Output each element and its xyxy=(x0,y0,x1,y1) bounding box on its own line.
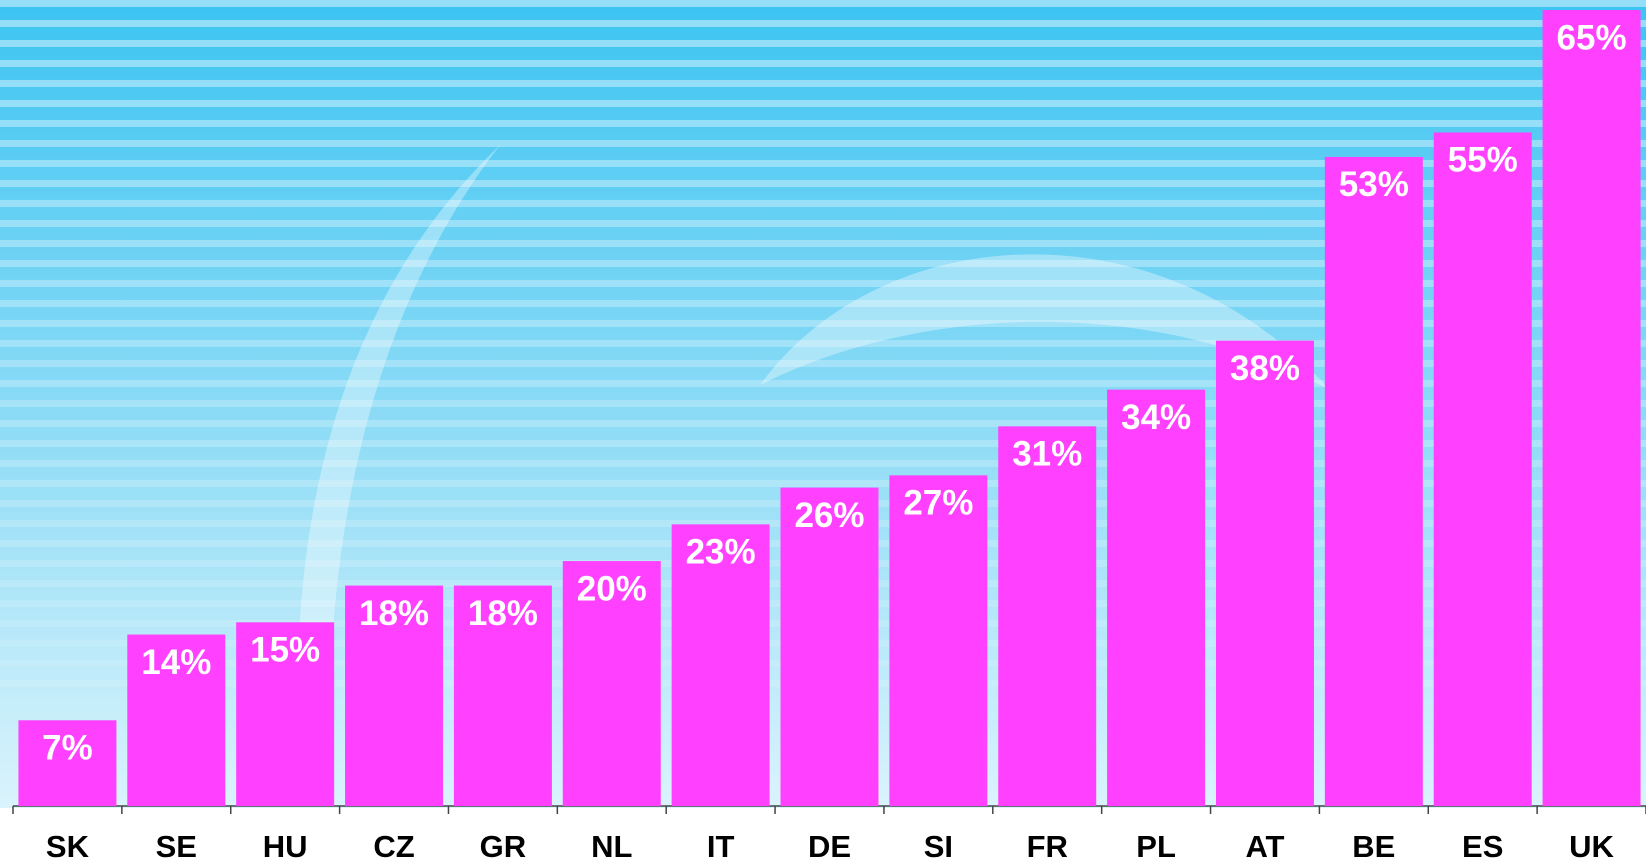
x-tick-label: SI xyxy=(924,829,953,864)
value-label: 18% xyxy=(359,594,429,633)
x-tick-label: CZ xyxy=(373,829,414,864)
bar xyxy=(998,426,1097,806)
value-label: 20% xyxy=(577,569,647,608)
value-label: 34% xyxy=(1121,398,1191,437)
bar xyxy=(18,720,117,806)
value-label: 55% xyxy=(1448,141,1518,180)
bar xyxy=(345,585,444,806)
x-tick-label: AT xyxy=(1245,829,1284,864)
bar xyxy=(671,524,770,806)
value-label: 14% xyxy=(141,643,211,682)
bar xyxy=(1107,389,1206,806)
x-tick-label: ES xyxy=(1462,829,1503,864)
value-label: 7% xyxy=(42,729,93,768)
bar xyxy=(236,622,335,806)
x-tick-label: SK xyxy=(46,829,90,864)
value-label: 23% xyxy=(686,533,756,572)
axis-area xyxy=(0,808,1646,866)
x-tick-label: IT xyxy=(707,829,735,864)
x-tick-label: NL xyxy=(591,829,632,864)
bar xyxy=(889,475,988,806)
value-label: 26% xyxy=(794,496,864,535)
swoosh xyxy=(760,254,1330,390)
x-tick-label: GR xyxy=(480,829,527,864)
value-label: 38% xyxy=(1230,349,1300,388)
x-tick-label: DE xyxy=(808,829,851,864)
value-label: 27% xyxy=(903,484,973,523)
bar xyxy=(127,634,226,806)
value-label: 53% xyxy=(1339,165,1409,204)
bar xyxy=(453,585,552,806)
bar xyxy=(1215,340,1314,806)
bar xyxy=(562,561,661,806)
x-tick-label: SE xyxy=(156,829,197,864)
bar xyxy=(780,487,879,806)
value-label: 31% xyxy=(1012,435,1082,474)
x-tick-label: UK xyxy=(1569,829,1614,864)
bar xyxy=(1324,156,1423,806)
value-label: 65% xyxy=(1557,18,1627,57)
x-tick-label: FR xyxy=(1027,829,1068,864)
value-label: 15% xyxy=(250,631,320,670)
x-tick-label: BE xyxy=(1352,829,1395,864)
x-tick-label: PL xyxy=(1136,829,1176,864)
bar xyxy=(1433,132,1532,806)
value-label: 18% xyxy=(468,594,538,633)
x-tick-label: HU xyxy=(263,829,308,864)
bar xyxy=(1542,10,1641,806)
